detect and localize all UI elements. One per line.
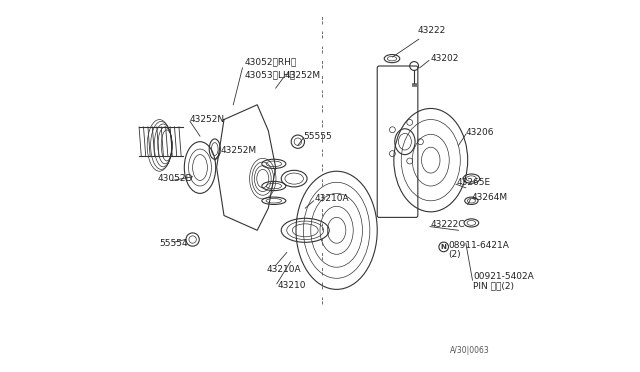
Text: 43252M: 43252M — [285, 71, 321, 80]
Text: 08911-6421A: 08911-6421A — [449, 241, 509, 250]
Text: 43210: 43210 — [278, 281, 306, 290]
Circle shape — [439, 242, 449, 252]
Text: 43052（RH）: 43052（RH） — [244, 58, 296, 67]
Text: A/30|0063: A/30|0063 — [450, 346, 490, 355]
Text: 43053（LH）: 43053（LH） — [244, 71, 296, 80]
Text: PIN ピン(2): PIN ピン(2) — [473, 281, 514, 290]
Text: 43210A: 43210A — [314, 195, 349, 203]
Text: 43264M: 43264M — [472, 193, 508, 202]
Text: 43202: 43202 — [431, 54, 459, 63]
Text: 00921-5402A: 00921-5402A — [473, 272, 534, 281]
Text: 43210A: 43210A — [266, 264, 301, 273]
Text: (2): (2) — [449, 250, 461, 259]
Text: 43206: 43206 — [466, 128, 494, 137]
Text: N: N — [441, 244, 447, 250]
Text: 43252N: 43252N — [190, 115, 225, 124]
Text: 55555: 55555 — [303, 132, 332, 141]
Text: 43222C: 43222C — [431, 220, 465, 229]
Text: 43222: 43222 — [392, 26, 446, 57]
Text: 55554: 55554 — [159, 239, 188, 248]
Text: 43252M: 43252M — [220, 147, 257, 155]
Text: 43265E: 43265E — [456, 178, 491, 187]
Text: 43052D: 43052D — [157, 174, 193, 183]
